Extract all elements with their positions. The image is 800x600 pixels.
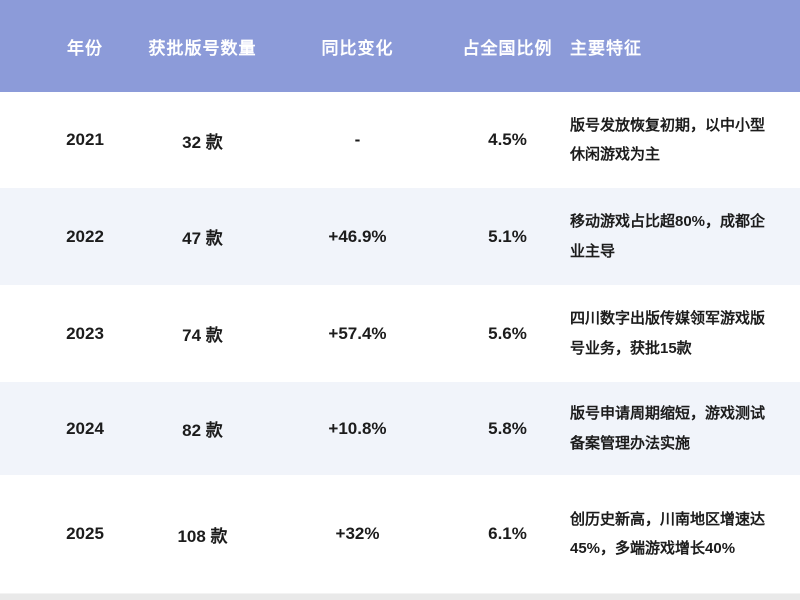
- table-row: 2023 74 款 +57.4% 5.6% 四川数字出版传媒领军游戏版号业务，获批15款: [0, 285, 800, 382]
- table-header-row: 年份 获批版号数量 同比变化 占全国比例 主要特征: [0, 0, 800, 92]
- table-row: 2021 32 款 - 4.5% 版号发放恢复初期，以中小型休闲游戏为主: [0, 92, 800, 188]
- cell-change: +46.9%: [328, 226, 387, 246]
- cell-features: 版号发放恢复初期，以中小型休闲游戏为主: [570, 116, 766, 163]
- cell-features: 四川数字出版传媒领军游戏版号业务，获批15款: [570, 310, 766, 357]
- table-row: 2025 108 款 +32% 6.1% 创历史新高，川南地区增速达45%，多端游戏增长…: [0, 475, 800, 593]
- cell-share: 6.1%: [488, 524, 527, 543]
- cell-features: 版号申请周期缩短，游戏测试备案管理办法实施: [570, 405, 766, 452]
- cell-count: 32 款: [182, 132, 223, 152]
- column-header-features: 主要特征: [570, 38, 642, 58]
- cell-features: 创历史新高，川南地区增速达45%，多端游戏增长40%: [570, 510, 766, 557]
- cell-change: +10.8%: [328, 418, 387, 438]
- cell-year: 2022: [66, 226, 104, 246]
- cell-features: 移动游戏占比超80%，成都企业主导: [570, 213, 766, 260]
- column-header-change: 同比变化: [321, 38, 394, 58]
- table-body: 2021 32 款 - 4.5% 版号发放恢复初期，以中小型休闲游戏为主 2022 47 款…: [0, 92, 800, 593]
- cell-year: 2025: [66, 524, 104, 543]
- cell-change: +32%: [335, 524, 380, 543]
- cell-year: 2021: [66, 130, 104, 149]
- cell-count: 47 款: [182, 229, 223, 248]
- column-header-year: 年份: [67, 38, 103, 58]
- cell-change: -: [354, 130, 361, 149]
- bottom-edge-strip: [0, 593, 800, 600]
- cell-share: 5.1%: [488, 226, 527, 246]
- cell-share: 5.6%: [488, 323, 527, 343]
- cell-count: 74 款: [182, 326, 223, 345]
- cell-count: 108 款: [177, 526, 228, 546]
- cell-share: 5.8%: [488, 418, 527, 438]
- cell-share: 4.5%: [488, 130, 527, 149]
- cell-change: +57.4%: [328, 323, 387, 343]
- table-row: 2024 82 款 +10.8% 5.8% 版号申请周期缩短，游戏测试备案管理办法实施: [0, 382, 800, 475]
- table-row: 2022 47 款 +46.9% 5.1% 移动游戏占比超80%，成都企业主导: [0, 188, 800, 285]
- cell-year: 2024: [66, 418, 104, 438]
- column-header-share: 占全国比例: [462, 38, 553, 58]
- cell-count: 82 款: [182, 421, 223, 440]
- cell-year: 2023: [66, 323, 104, 343]
- column-header-count: 获批版号数量: [148, 38, 257, 58]
